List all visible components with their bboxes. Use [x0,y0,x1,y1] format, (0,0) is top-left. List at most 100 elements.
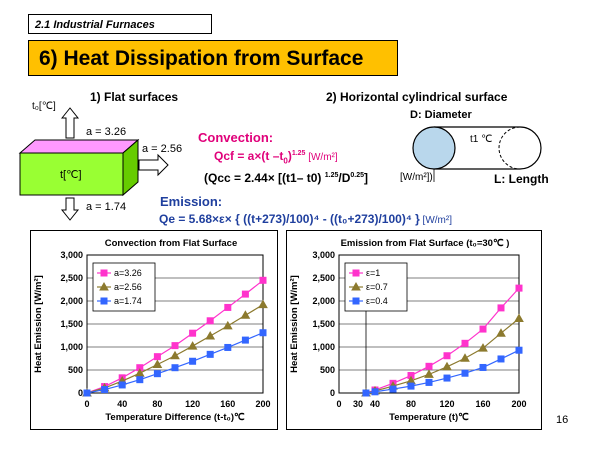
data-point-2-1 [371,388,379,396]
down-arrow-icon [60,197,80,221]
data-point-0-10 [259,276,267,284]
series-line-1 [365,318,520,394]
cylinder-end-face [412,126,456,170]
data-point-2-9 [241,336,249,344]
data-point-2-2 [389,385,397,393]
y-tick-label: 1,500 [60,319,83,329]
chart-title: Emission from Flat Surface (t₀=30℃ ) [341,238,510,249]
data-point-0-7 [206,317,214,325]
data-point-1-8 [496,328,506,337]
data-point-2-10 [259,329,267,337]
series-line-0 [365,287,520,394]
x-tick-label: 200 [255,399,270,409]
legend-label-0: a=3.26 [114,268,142,278]
data-point-0-6 [461,339,469,347]
x-tick-label: 0 [336,399,341,409]
length-label: L: Length [494,172,549,186]
t1-label: t1 ℃ [470,134,493,145]
up-arrow-icon [60,107,80,139]
a-side-label: a = 2.56 [142,143,183,155]
data-point-0-9 [241,290,249,298]
data-point-0-3 [136,364,144,372]
x-axis-label: Temperature (t)℃ [389,412,469,423]
legend-label-2: a=1.74 [114,296,142,306]
x-tick-label: 160 [220,399,235,409]
data-point-2-8 [497,355,505,363]
y-tick-label: 3,000 [60,250,83,260]
legend-marker [351,281,361,291]
data-point-0-5 [443,352,451,360]
data-point-2-6 [189,357,197,365]
x-tick-label: 80 [152,399,162,409]
cylinder-unit: [W/m²]) [400,172,433,183]
legend-label-1: a=2.56 [114,282,142,292]
t0-label: t₀[℃] [32,101,56,112]
convection-chart-frame: Convection from Flat Surface 0 500 1,000 1,5… [30,230,278,430]
data-point-1-4 [424,369,434,378]
data-point-1-7 [478,343,488,352]
y-tick-label: 1,000 [312,342,335,352]
right-arrow-icon [138,153,169,177]
legend-marker [100,297,108,305]
x-tick-label: 160 [475,399,490,409]
data-point-2-6 [461,369,469,377]
data-point-1-5 [170,350,180,360]
y-tick-label: 3,000 [312,250,335,260]
data-point-1-5 [442,361,452,371]
data-point-0-3 [407,372,415,380]
x-tick-label: 120 [439,399,454,409]
y-tick-label: 2,500 [312,273,335,283]
convection-equation: Qcf = a×(t –t0)1.25 [W/m²] [214,149,338,166]
legend-marker [99,281,109,291]
page-number: 16 [556,414,569,426]
data-point-0-7 [479,325,487,333]
cyl-heading: 2) Horizontal cylindrical surface [326,90,508,104]
y-tick-label: 1,000 [60,342,83,352]
data-point-0-8 [224,303,232,311]
y-axis-label: Heat Emission [W/m²] [33,275,44,373]
data-point-2-3 [407,382,415,390]
data-point-2-8 [224,343,232,351]
y-tick-label: 500 [320,365,335,375]
data-point-2-2 [118,381,126,389]
legend-label-0: ε=1 [366,268,380,278]
data-point-0-8 [497,304,505,312]
convection-chart: Convection from Flat Surface 0 500 1,000 1,5… [33,238,271,423]
t-label: t[℃] [60,169,82,181]
x-axis-label: Temperature Difference (t-t₀)℃ [105,412,245,423]
data-point-2-5 [171,364,179,372]
emission-chart: Emission from Flat Surface (t₀=30℃ ) 0 500… [289,238,527,423]
y-tick-label: 2,000 [312,296,335,306]
x-tick-label: 80 [406,399,416,409]
legend-label-2: ε=0.4 [366,296,388,306]
emission-equation: Qe = 5.68×ε× { ((t+273)/100)⁴ - ((t₀+273… [159,212,452,226]
data-point-2-9 [515,346,523,354]
diameter-label: D: Diameter [410,109,472,121]
y-tick-label: 2,000 [60,296,83,306]
x-tick-label: 30 [353,399,363,409]
legend-marker [352,269,360,277]
emission-label: Emission: [160,194,223,209]
x-tick-label: 0 [84,399,89,409]
chart-title: Convection from Flat Surface [105,238,238,249]
data-point-2-4 [425,378,433,386]
x-tick-label: 40 [370,399,380,409]
y-tick-label: 2,500 [60,273,83,283]
box-top-face [18,139,140,154]
convection-label: Convection: [198,130,274,145]
page-title: 6) Heat Dissipation from Surface [28,40,398,76]
x-tick-label: 40 [117,399,127,409]
series-line-2 [365,349,520,394]
data-point-1-6 [187,341,198,350]
data-point-0-4 [425,362,433,370]
y-tick-label: 0 [78,388,83,398]
y-tick-label: 500 [68,365,83,375]
data-point-2-3 [136,376,144,384]
data-point-2-7 [206,350,214,358]
legend-marker [352,297,360,305]
data-point-2-4 [153,370,161,378]
data-point-1-6 [460,353,470,362]
data-point-1-8 [222,320,233,330]
data-point-0-5 [171,342,179,350]
